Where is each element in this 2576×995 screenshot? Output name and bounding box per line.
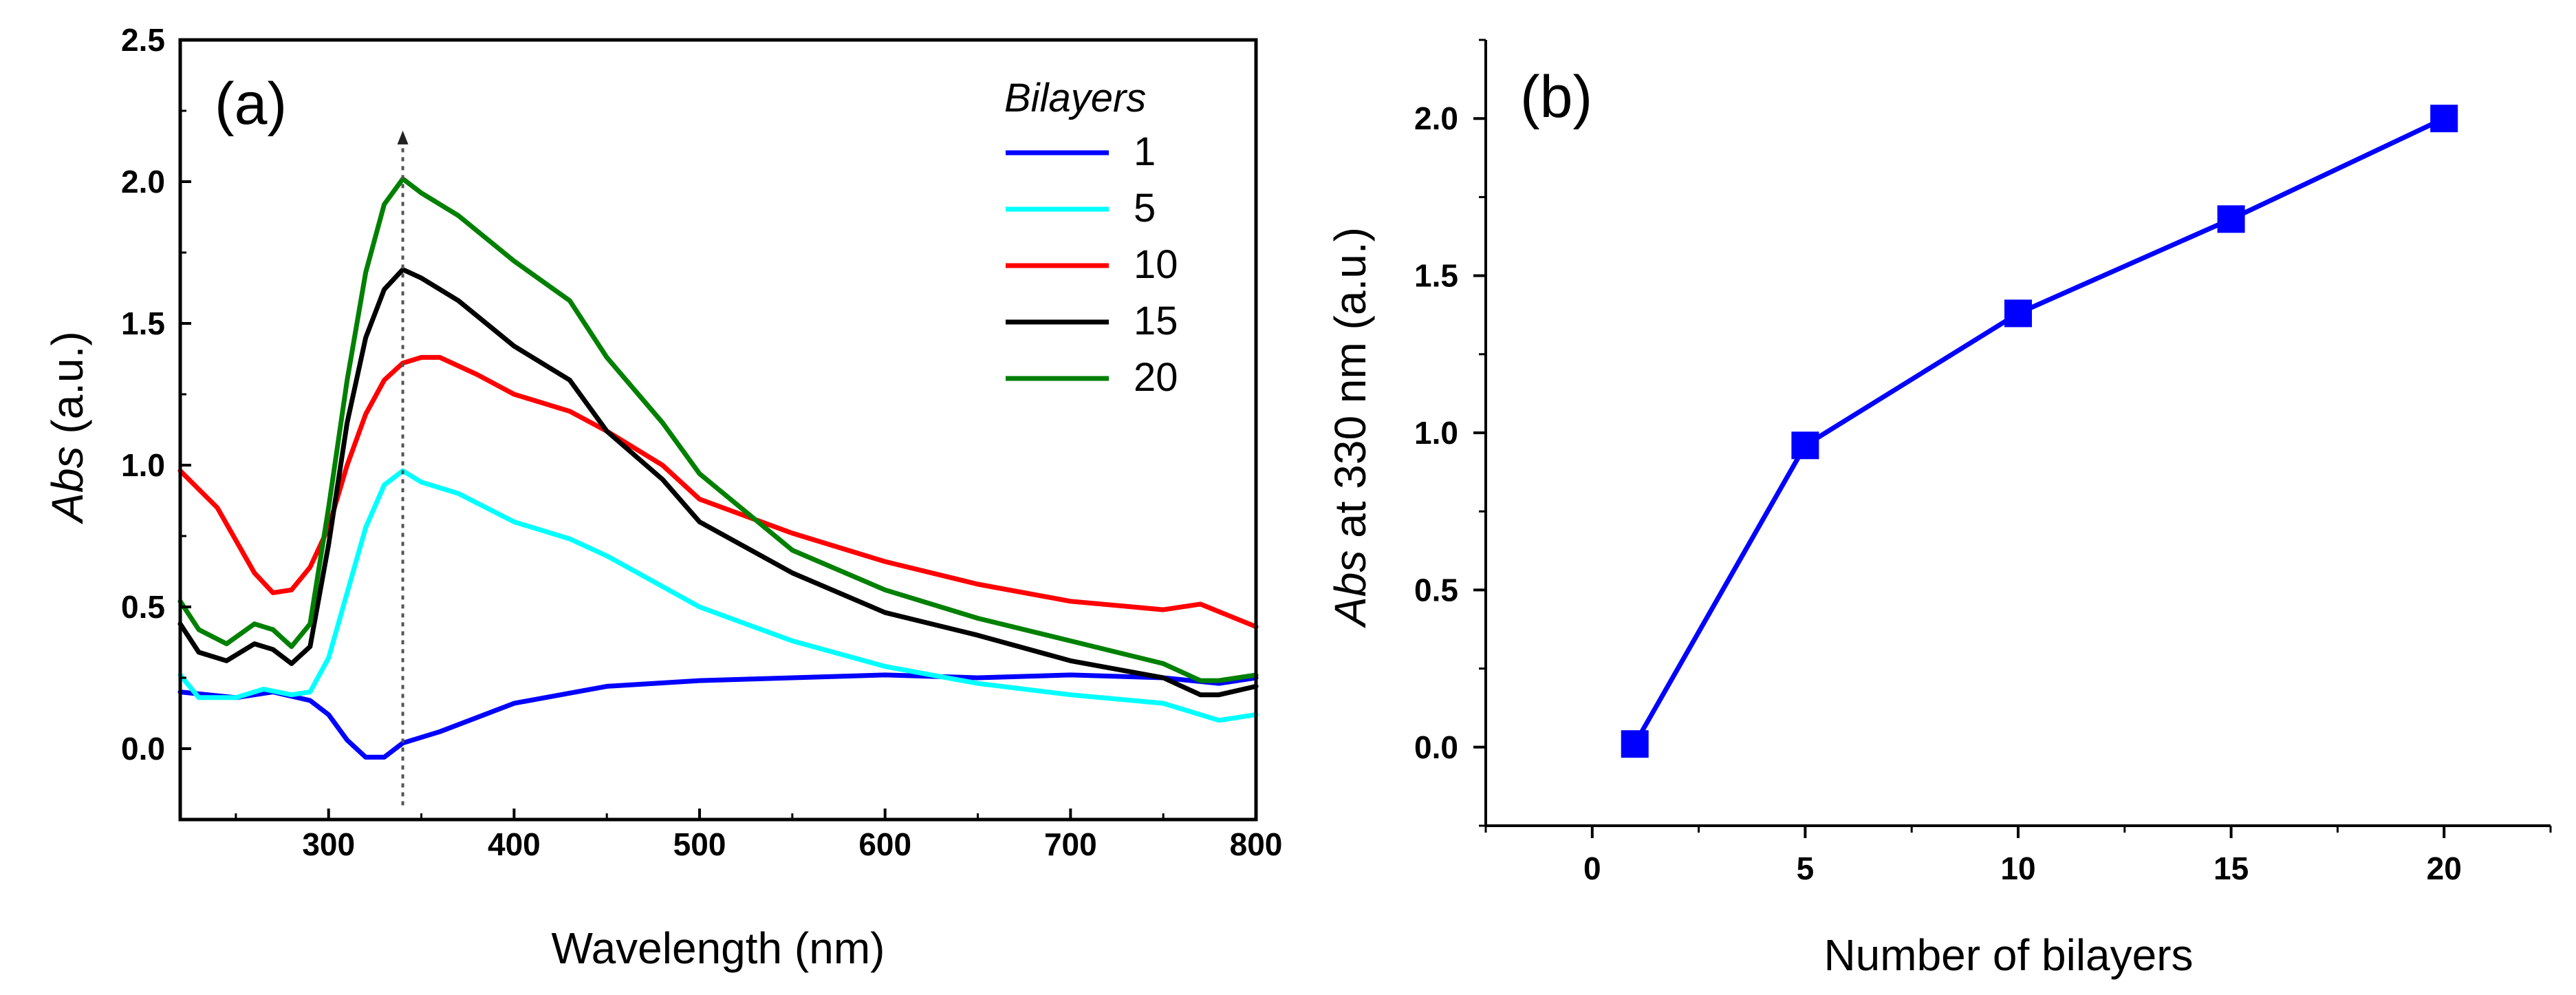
panel-label-b: (b)	[1520, 64, 1592, 130]
x-tick-label-b: 0	[1583, 850, 1601, 886]
y-tick-label-b: 0.0	[1414, 729, 1458, 765]
arrow-up-icon	[397, 130, 409, 145]
y-tick-label-a: 1.5	[121, 306, 165, 341]
series-line-10-bilayers	[177, 354, 1259, 630]
x-tick-label-b: 20	[2427, 850, 2462, 886]
chart-panel-b: 0 5 10 15 20 0.0 0.5 1.0 1.5 2.0 (b) Number of bi…	[1325, 39, 2552, 980]
data-point-square	[2217, 205, 2245, 233]
legend-label: 1	[1134, 129, 1156, 174]
x-tick-label-a: 600	[858, 826, 911, 862]
y-tick-label-b: 1.0	[1414, 415, 1458, 451]
x-tick-label-a: 800	[1230, 826, 1283, 862]
y-tick-label-a: 1.0	[121, 447, 165, 483]
y-tick-label-b: 2.0	[1414, 100, 1458, 136]
x-tick-label-b: 10	[2000, 850, 2035, 886]
legend-label: 10	[1134, 242, 1178, 287]
series-line-20-bilayers	[177, 176, 1259, 683]
y-tick-label-a: 0.0	[121, 731, 165, 767]
y-tick-label-a: 0.5	[121, 589, 165, 625]
y-axis-title-b-italic: Abs	[1325, 550, 1375, 629]
x-tick-label-a: 700	[1044, 826, 1097, 862]
legend-label: 15	[1134, 299, 1178, 343]
series-line-15-bilayers	[177, 267, 1259, 698]
x-axis-title-a: Wavelength (nm)	[552, 923, 885, 973]
panel-label-a: (a)	[215, 71, 287, 137]
x-tick-label-a: 400	[488, 826, 541, 862]
series-line-1-bilayers	[177, 672, 1259, 760]
y-axis-title-a-rest: (a.u.)	[43, 331, 92, 446]
y-axis-title-a-italic: Abs	[43, 446, 92, 524]
data-point-square	[2430, 105, 2458, 133]
y-axis-title-b-rest: at 330 nm (a.u.)	[1325, 227, 1375, 550]
chart-panel-a: 300 400 500 600 700 800 0.0 0.5 1.0 1.5 2.0 2.5 (a)…	[43, 22, 1282, 973]
legend-label: 5	[1134, 186, 1156, 231]
data-point-square	[1791, 431, 1819, 460]
y-tick-label-a: 2.0	[121, 164, 165, 200]
x-tick-label-a: 300	[302, 826, 355, 862]
y-tick-label-a: 2.5	[121, 22, 165, 58]
plot-frame-a	[178, 38, 1258, 822]
x-tick-label-b: 15	[2214, 850, 2249, 886]
x-tick-label-a: 500	[673, 826, 726, 862]
data-point-square	[1621, 730, 1649, 758]
series-line-5-bilayers	[177, 468, 1259, 723]
data-point-square	[2004, 299, 2032, 328]
y-axis-title-b: Abs at 330 nm (a.u.)	[1325, 227, 1375, 629]
y-axis-title-a: Abs (a.u.)	[43, 331, 92, 524]
x-axis-title-b: Number of bilayers	[1823, 930, 2193, 980]
legend-title: Bilayers	[1004, 76, 1146, 120]
x-tick-label-b: 5	[1797, 850, 1815, 886]
y-tick-label-b: 1.5	[1414, 258, 1458, 294]
axis-lines-b	[1484, 40, 2551, 827]
y-tick-label-b: 0.5	[1414, 572, 1458, 608]
legend-label: 20	[1134, 355, 1178, 400]
series-line-abs-330nm	[1632, 116, 2445, 745]
